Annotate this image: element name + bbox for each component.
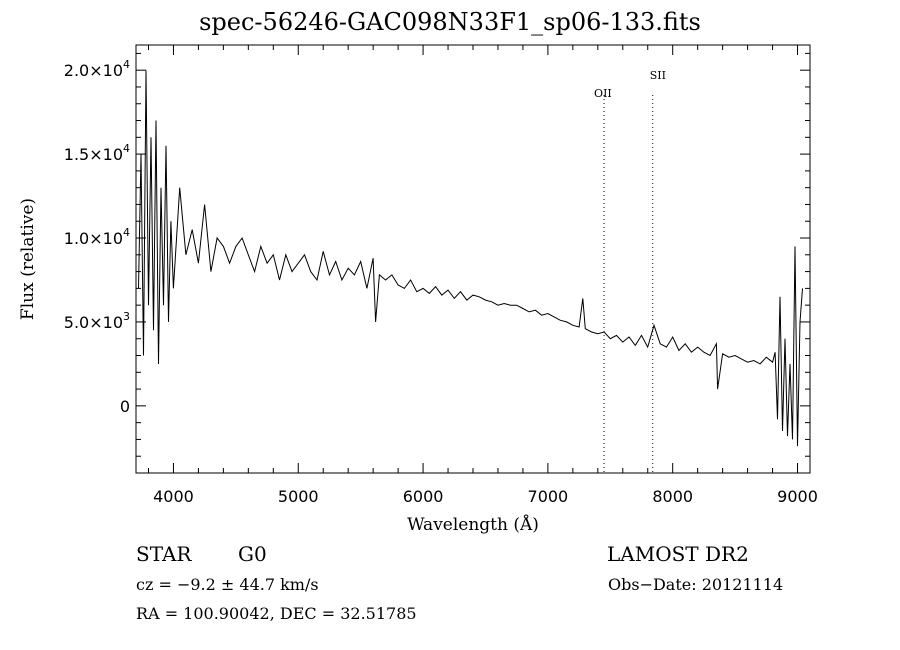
- y-tick-label: 2.0×104: [64, 58, 130, 80]
- x-tick-label: 5000: [278, 487, 319, 506]
- plot-frame: [135, 44, 811, 474]
- obs-date-text: Obs−Date: 20121114: [608, 575, 784, 594]
- coordinates-text: RA = 100.90042, DEC = 32.51785: [136, 604, 417, 623]
- axis-tick-labels: 4000 5000 6000 7000 8000 9000 0 5.0×103 1.0×104 1…: [64, 58, 818, 506]
- y-tick-label: 5.0×103: [64, 310, 130, 332]
- y-tick-label: 0: [120, 397, 130, 416]
- y-tick-label: 1.0×104: [64, 226, 130, 248]
- object-subclass: G0: [238, 542, 267, 566]
- emission-line-label: SII: [650, 69, 666, 82]
- y-axis-label: Flux (relative): [18, 198, 38, 320]
- redshift-text: cz = −9.2 ± 44.7 km/s: [136, 575, 319, 594]
- x-axis-label: Wavelength (Å): [407, 514, 539, 535]
- axis-ticks: [136, 45, 810, 473]
- y-tick-label: 1.5×104: [64, 142, 130, 164]
- survey-name: LAMOST DR2: [607, 542, 749, 566]
- x-tick-label: 8000: [652, 487, 693, 506]
- flux-series-line: [138, 70, 803, 447]
- x-tick-label: 7000: [528, 487, 569, 506]
- object-type: STAR: [136, 542, 192, 566]
- chart-title: spec-56246-GAC098N33F1_sp06-133.fits: [199, 8, 701, 36]
- emission-line-markers: [603, 95, 654, 473]
- emission-line-label: OII: [594, 87, 612, 100]
- x-tick-label: 4000: [153, 487, 194, 506]
- x-tick-label: 9000: [777, 487, 818, 506]
- x-tick-label: 6000: [403, 487, 444, 506]
- emission-line-labels: OII SII: [594, 69, 666, 100]
